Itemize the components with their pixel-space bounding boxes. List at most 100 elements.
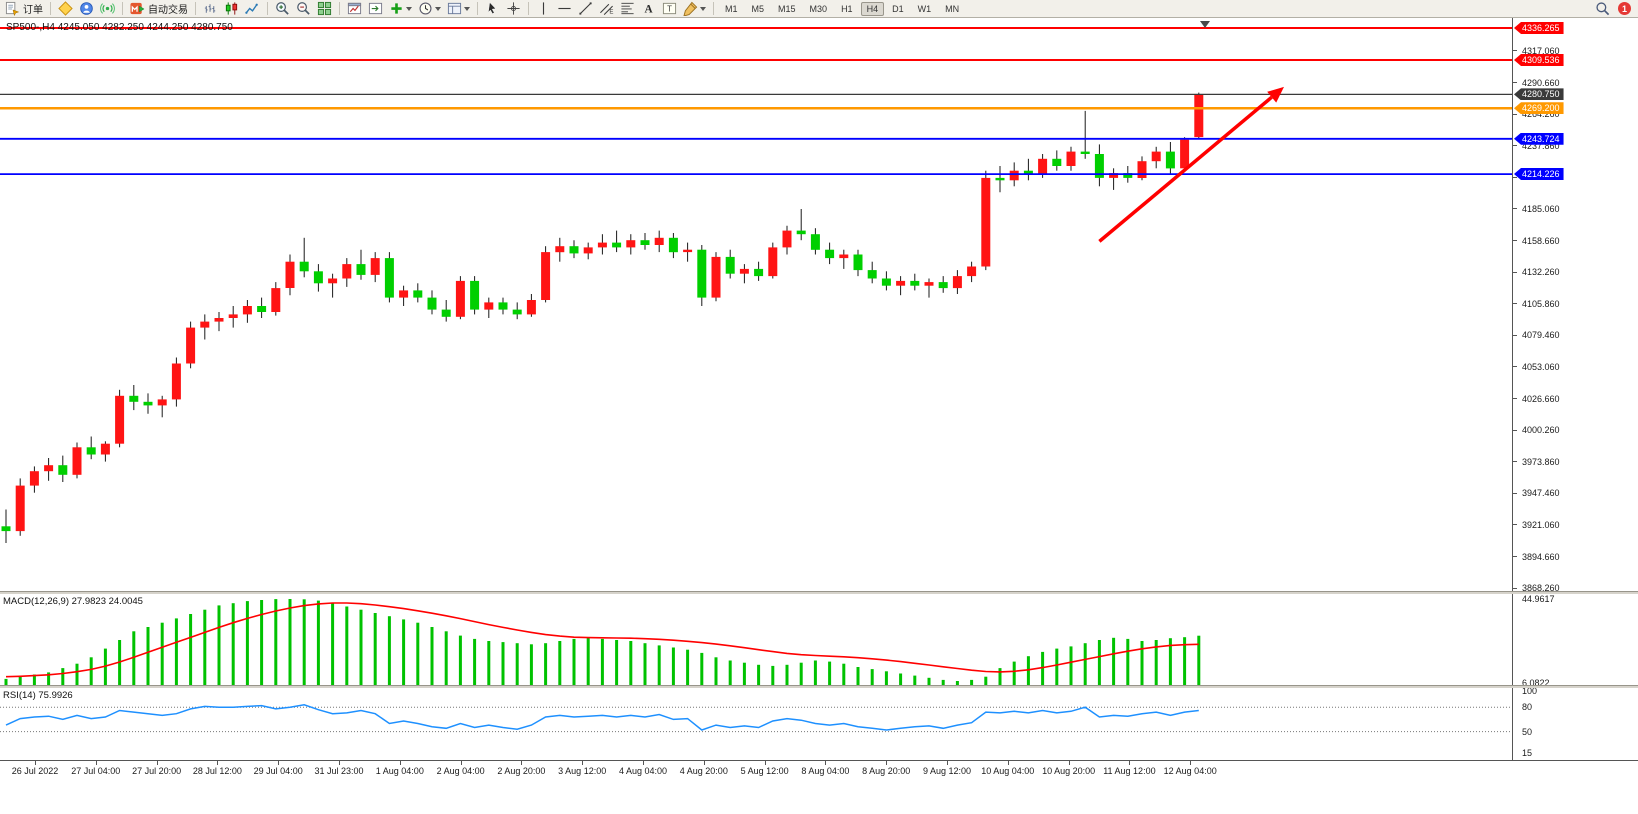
price-line-label: 4243.724 (1514, 132, 1564, 145)
new-chart-button[interactable] (345, 1, 364, 17)
templates-button[interactable] (445, 1, 472, 17)
text-label-button[interactable]: T (660, 1, 679, 17)
time-label: 2 Aug 20:00 (497, 766, 546, 776)
candlestick-chart-button[interactable] (222, 1, 241, 17)
fibonacci-button[interactable] (618, 1, 637, 17)
price-line-label: 4280.750 (1514, 88, 1564, 101)
time-label: 10 Aug 20:00 (1042, 766, 1096, 776)
price-tick-mark (1513, 429, 1517, 431)
trendline-button[interactable] (576, 1, 595, 17)
timeframe-h1[interactable]: H1 (841, 3, 853, 14)
chart-wizard-button[interactable] (56, 1, 75, 17)
dropdown-arrow-icon[interactable] (435, 6, 441, 11)
macd-histogram (4, 599, 1201, 685)
search-button[interactable] (1593, 1, 1612, 17)
rsi-panel[interactable] (0, 688, 1512, 760)
autotrading-button-label: 自动交易 (148, 5, 188, 16)
rsi-label: RSI(14) 75.9926 (3, 690, 73, 701)
price-tick-mark (1513, 587, 1517, 589)
price-tick-mark (1513, 271, 1517, 273)
trend-arrow-object[interactable] (1098, 86, 1284, 243)
panel-splitter[interactable] (0, 685, 1638, 688)
toolbar-separator (195, 2, 196, 15)
cursor-button[interactable] (483, 1, 502, 17)
timeframe-d1[interactable]: D1 (892, 3, 904, 14)
line-chart-button[interactable] (243, 1, 262, 17)
time-axis[interactable]: 26 Jul 2022 27 Jul 04:00 27 Jul 20:00 28 Ju… (0, 760, 1638, 814)
toolbar-separator (713, 2, 714, 15)
market-watch-button[interactable] (77, 1, 96, 17)
bars-icon (204, 4, 216, 13)
timeframe-m5[interactable]: M5 (751, 3, 765, 14)
shapes-button[interactable] (681, 1, 708, 17)
time-tick-mark (217, 761, 219, 765)
horizontal-line-button[interactable] (555, 1, 574, 17)
time-tick-mark (35, 761, 36, 765)
time-tick-mark (825, 761, 827, 765)
timeframe-m30[interactable]: M30 (809, 3, 828, 14)
new-order-button[interactable]: 订单 (3, 1, 45, 17)
toolbar-separator (267, 2, 268, 15)
time-label: 3 Aug 12:00 (558, 766, 607, 776)
vertical-line-button[interactable] (534, 1, 553, 17)
time-label: 28 Jul 12:00 (192, 766, 242, 776)
price-tick-label: 4158.660 (1522, 235, 1560, 246)
price-tick-label: 4317.060 (1522, 45, 1560, 56)
dropdown-arrow-icon[interactable] (406, 6, 412, 11)
chart-shift-marker[interactable] (1200, 21, 1210, 28)
rsi-axis-label: 50 (1522, 726, 1533, 737)
price-tick-mark (1513, 398, 1517, 400)
toolbar-separator (528, 2, 529, 15)
price-tick-mark (1513, 556, 1517, 558)
dropdown-arrow-icon[interactable] (700, 6, 706, 11)
timeframe-w1[interactable]: W1 (917, 3, 932, 14)
time-label: 27 Jul 20:00 (132, 766, 182, 776)
price-tick-mark (1513, 461, 1517, 463)
timeframe-m1[interactable]: M1 (725, 3, 738, 14)
signals-button[interactable] (98, 1, 117, 17)
bar-chart-button[interactable] (201, 1, 220, 17)
crosshair-button[interactable] (504, 1, 523, 17)
shift-icon (368, 2, 383, 15)
time-tick-mark (460, 761, 462, 765)
auto-scroll-button[interactable] (366, 1, 385, 17)
price-tick-mark (1513, 145, 1517, 147)
price-tick-label: 4290.660 (1522, 77, 1560, 88)
tile-icon (317, 1, 332, 16)
signals-icon (100, 3, 115, 14)
zoom-in-button[interactable] (273, 1, 292, 17)
price-tick-mark (1513, 334, 1517, 336)
add-indicator-button[interactable] (387, 1, 414, 17)
price-tick-label: 4185.060 (1522, 203, 1560, 214)
rsi-axis-label: 100 (1522, 686, 1538, 696)
time-label: 4 Aug 20:00 (679, 766, 728, 776)
periods-button[interactable] (416, 1, 443, 17)
time-label: 9 Aug 12:00 (922, 766, 972, 776)
text-button[interactable]: A (639, 1, 658, 17)
price-tick-mark (1513, 113, 1517, 115)
timeframe-mn[interactable]: MN (945, 3, 960, 14)
timeframe-m15[interactable]: M15 (778, 3, 796, 14)
time-label: 2 Aug 04:00 (436, 766, 485, 776)
panel-splitter[interactable] (0, 591, 1638, 594)
time-tick-mark (1129, 761, 1131, 765)
macd-axis-label: 44.9617 (1522, 594, 1555, 604)
main-chart[interactable] (0, 18, 1512, 591)
time-tick-mark (582, 761, 584, 765)
wizard-icon (58, 1, 73, 16)
price-line-label: 4214.226 (1514, 168, 1564, 181)
autotrading-icon (130, 2, 145, 15)
autotrading-button[interactable]: 自动交易 (128, 1, 190, 17)
price-line-label: 4309.536 (1514, 53, 1564, 66)
price-axis[interactable]: 4317.0604290.6604264.2604237.8604211.460… (1512, 18, 1638, 760)
dropdown-arrow-icon[interactable] (464, 6, 470, 11)
channel-icon: E (600, 3, 613, 16)
time-tick-mark (643, 761, 644, 765)
notification-badge[interactable]: 1 (1618, 2, 1631, 15)
macd-panel[interactable] (0, 594, 1512, 685)
zoom-out-button[interactable] (294, 1, 313, 17)
tile-windows-button[interactable] (315, 1, 334, 17)
timeframe-h4[interactable]: H4 (860, 1, 885, 16)
equidistant-channel-button[interactable]: E (597, 1, 616, 17)
